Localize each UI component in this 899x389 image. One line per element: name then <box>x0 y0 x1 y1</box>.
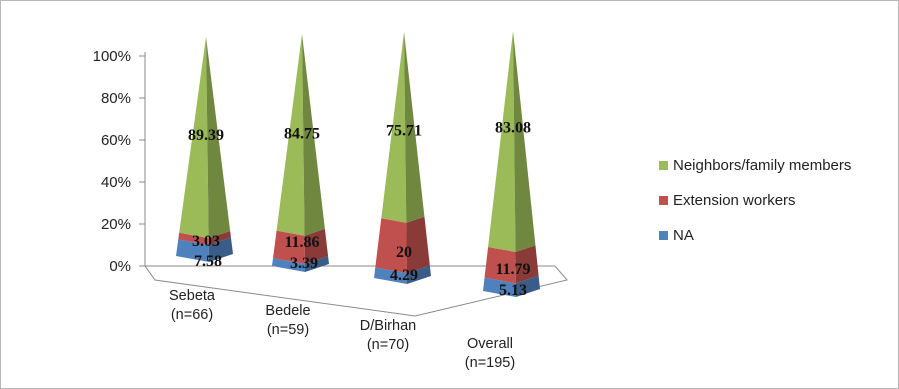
x-category-label: Sebeta <box>169 288 216 304</box>
data-label: 7.58 <box>194 253 222 270</box>
y-tick-label: 60% <box>101 132 131 149</box>
legend-swatch <box>659 196 668 205</box>
data-label: 11.86 <box>284 234 319 251</box>
pyramid-face-extension-workers <box>178 232 209 245</box>
pyramid-side-neighbors-family-members <box>302 34 325 236</box>
pyramid-face-na <box>272 258 305 272</box>
legend-label: Neighbors/family members <box>673 157 851 174</box>
pyramid-face-neighbors-family-members <box>179 37 209 239</box>
data-label: 3.39 <box>290 255 318 272</box>
y-tick-label: 100% <box>93 48 131 65</box>
data-label: 5.13 <box>499 282 527 299</box>
x-category-count: (n=66) <box>171 307 213 323</box>
pyramid-face-extension-workers <box>375 218 407 274</box>
y-tick-label: 20% <box>101 216 131 233</box>
pyramid-face-neighbors-family-members <box>276 34 305 236</box>
pyramid-face-extension-workers <box>484 247 516 284</box>
pyramid-side-neighbors-family-members <box>513 31 536 252</box>
data-label: 3.03 <box>192 233 220 250</box>
pyramid-side-extension-workers <box>515 245 539 284</box>
y-tick-label: 40% <box>101 174 131 191</box>
y-tick-label: 0% <box>109 258 131 275</box>
pyramid-face-na <box>483 277 516 297</box>
data-label: 4.29 <box>390 267 418 284</box>
data-label: 11.79 <box>495 261 530 278</box>
pyramid-face-na <box>374 267 407 284</box>
x-category-label: Bedele <box>265 303 310 319</box>
x-category-count: (n=195) <box>465 355 515 371</box>
pyramid-side-na <box>515 275 540 297</box>
legend-swatch <box>659 161 668 170</box>
pyramid-side-neighbors-family-members <box>404 32 425 223</box>
x-category-label: D/Birhan <box>360 318 416 334</box>
x-category-count: (n=59) <box>267 322 309 338</box>
pyramid-side-na <box>406 265 431 284</box>
data-label: 20 <box>396 244 412 261</box>
pyramid-side-neighbors-family-members <box>206 37 231 239</box>
legend-label: Extension workers <box>673 192 796 209</box>
legend-swatch <box>659 231 668 240</box>
pyramid-face-neighbors-family-members <box>381 32 407 223</box>
y-tick-label: 80% <box>101 90 131 107</box>
pyramid-side-na <box>304 256 329 272</box>
pyramid-face-extension-workers <box>273 230 305 264</box>
x-category-count: (n=70) <box>367 337 409 353</box>
pyramid-face-neighbors-family-members <box>488 31 516 252</box>
pyramid-side-extension-workers <box>208 230 231 245</box>
pyramid-side-extension-workers <box>304 228 329 264</box>
x-category-label: Overall <box>467 336 513 352</box>
data-label: 89.39 <box>188 127 224 144</box>
data-label: 83.08 <box>495 119 531 136</box>
legend-label: NA <box>673 227 694 244</box>
pyramid-side-na <box>208 237 233 262</box>
data-label: 75.71 <box>386 122 422 139</box>
data-label: 84.75 <box>284 125 320 142</box>
pyramid-side-extension-workers <box>406 216 430 274</box>
pyramid-face-na <box>176 239 209 262</box>
